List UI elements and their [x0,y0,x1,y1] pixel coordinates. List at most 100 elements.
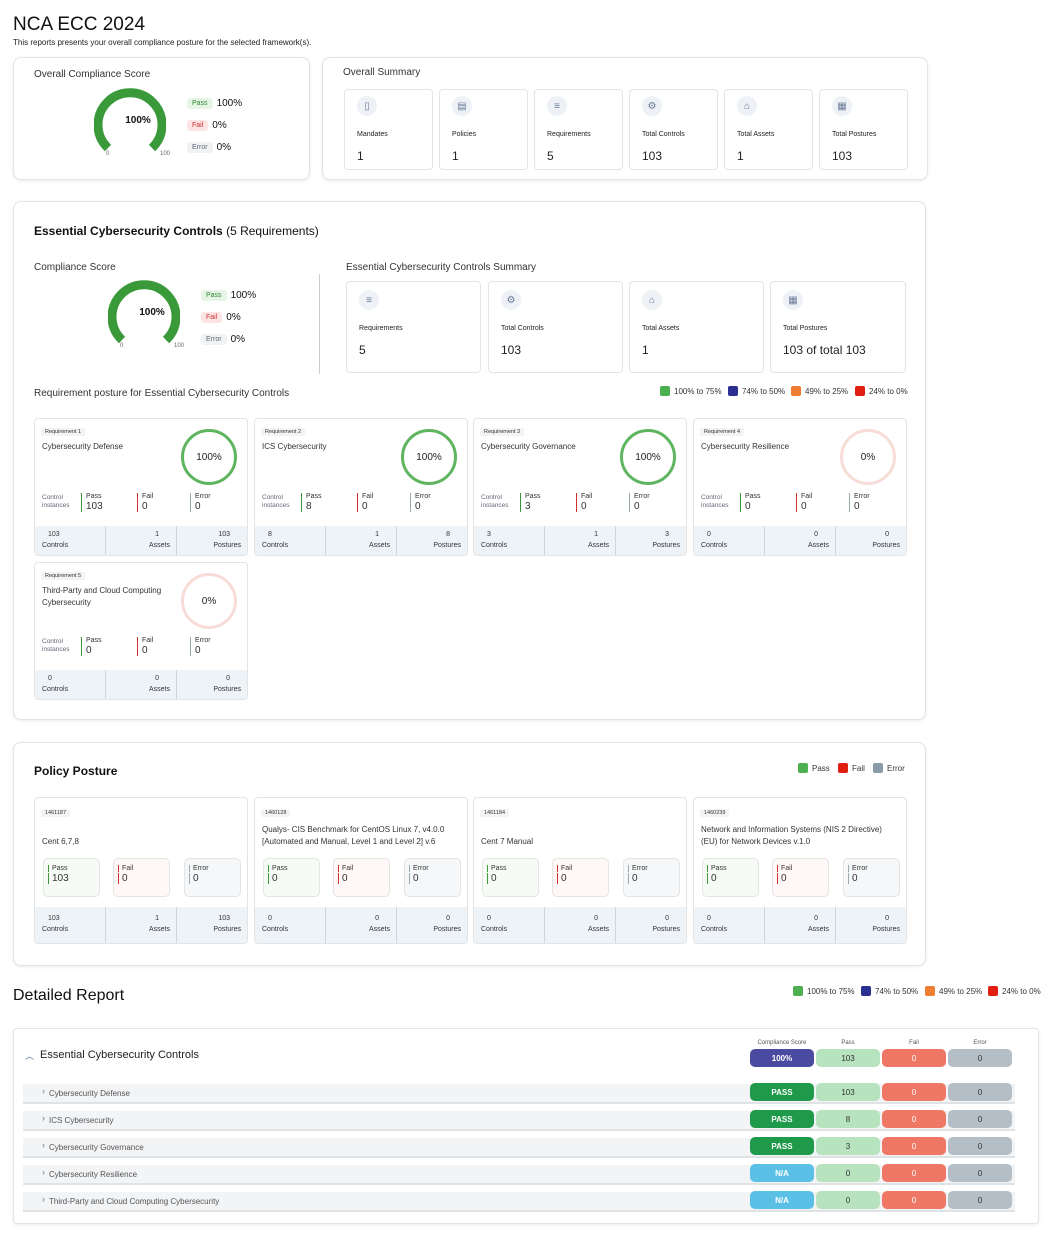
chevron-right-icon[interactable]: › [42,1086,45,1096]
legend-error: Error 0% [187,142,231,153]
status-pill: PASS [750,1110,814,1128]
policy-footer: 0 Controls 0 Assets 0 Postures [694,907,906,943]
ecc-section: Essential Cybersecurity Controls (5 Requ… [13,201,926,720]
policy-footer: 103 Controls 1 Assets 103 Postures [35,907,247,943]
page-title: NCA ECC 2024 [13,14,146,35]
pass-box: Pass 0 [702,858,759,897]
pass-stat: Pass 0 [81,637,102,656]
control-instances-label: Control instances [481,494,509,509]
summary-policies[interactable]: ▤ Policies 1 [439,89,528,170]
requirement-name: Third-Party and Cloud Computing Cybersec… [42,586,162,607]
status-pill: PASS [750,1083,814,1101]
fail-box: Fail 0 [333,858,390,897]
chevron-right-icon[interactable]: › [42,1113,45,1123]
requirement-footer: 3 Controls 1 Assets 3 Postures [474,526,686,555]
requirement-card[interactable]: Requirement 3 Cybersecurity Governance 100… [473,418,687,556]
requirement-footer: 0 Controls 0 Assets 0 Postures [694,526,906,555]
fail-box: Fail 0 [113,858,170,897]
policy-card[interactable]: 1461184 Cent 7 Manual Pass 0 Fail 0 Error 0 0 Con… [473,797,687,944]
summary-requirements[interactable]: ≡ Requirements 5 [534,89,623,170]
pass-pill: 0 [816,1191,880,1209]
ecc-summary-controls[interactable]: ⚙ Total Controls 103 [488,281,623,373]
requirement-tag: Requirement 5 [41,572,86,580]
legend-pass: Pass 100% [201,290,256,301]
chevron-right-icon[interactable]: › [42,1167,45,1177]
pass-box: Pass 0 [263,858,320,897]
requirement-tag: Requirement 3 [480,428,525,436]
requirement-footer: 103 Controls 1 Assets 103 Postures [35,526,247,555]
assets-icon: ⌂ [642,290,662,310]
error-box: Error 0 [843,858,900,897]
ecc-title: Essential Cybersecurity Controls (5 Requ… [34,224,319,238]
policy-name: Cent 7 Manual [481,837,534,846]
error-box: Error 0 [404,858,461,897]
requirement-tag: Requirement 4 [700,428,745,436]
pass-pill: 3 [816,1137,880,1155]
summary-controls[interactable]: ⚙ Total Controls 103 [629,89,718,170]
overall-score-value: 100% [125,115,151,126]
ecc-summary-postures[interactable]: ▦ Total Postures 103 of total 103 [770,281,906,373]
policy-card[interactable]: 1461187 Cent 6,7,8 Pass 103 Fail 0 Error 0 103 Co… [34,797,248,944]
group-name[interactable]: Essential Cybersecurity Controls [40,1049,199,1061]
fail-stat: Fail 0 [796,493,812,512]
requirement-card[interactable]: Requirement 5 Third-Party and Cloud Compu… [34,562,248,700]
gauge-min: 0 [120,343,124,349]
ecc-summary-assets[interactable]: ⌂ Total Assets 1 [629,281,764,373]
summary-mandates[interactable]: ▯ Mandates 1 [344,89,433,170]
postures-icon: ▦ [783,290,803,310]
policy-name: Qualys- CIS Benchmark for CentOS Linux 7… [262,825,445,846]
row-name: ICS Cybersecurity [49,1116,114,1125]
pass-stat: Pass 3 [520,493,541,512]
chevron-right-icon[interactable]: › [42,1140,45,1150]
control-instances-label: Control instances [262,494,290,509]
ecc-summary-requirements[interactable]: ≡ Requirements 5 [346,281,481,373]
fail-stat: Fail 0 [576,493,592,512]
legend-error: Error [873,763,905,773]
error-stat: Error 0 [190,637,211,656]
status-pill: N/A [750,1191,814,1209]
pass-stat: Pass 8 [301,493,322,512]
detailed-report-table: Compliance Score Pass Fail Error ︿ Essen… [13,1028,1039,1224]
requirement-card[interactable]: Requirement 2 ICS Cybersecurity 100% Contro… [254,418,468,556]
ecc-score-value: 100% [139,307,165,318]
policy-card[interactable]: 1460128 Qualys- CIS Benchmark for CentOS … [254,797,468,944]
detailed-report-title: Detailed Report [13,987,125,1004]
legend-fail: Fail [838,763,865,773]
control-instances-label: Control instances [42,494,70,509]
overall-score-gauge [94,88,166,152]
fail-box: Fail 0 [772,858,829,897]
error-pill: 0 [948,1137,1012,1155]
group-fail-pill: 0 [882,1049,946,1067]
summary-assets[interactable]: ⌂ Total Assets 1 [724,89,813,170]
fail-stat: Fail 0 [137,493,153,512]
error-pill: 0 [948,1083,1012,1101]
pass-box: Pass 103 [43,858,100,897]
legend-error: Error 0% [201,334,245,345]
chevron-right-icon[interactable]: › [42,1194,45,1204]
requirement-tag: Requirement 1 [41,428,86,436]
collapse-icon[interactable]: ︿ [25,1051,35,1061]
requirement-card[interactable]: Requirement 4 Cybersecurity Resilience 0% C… [693,418,907,556]
summary-postures[interactable]: ▦ Total Postures 103 [819,89,908,170]
requirement-score-ring: 0% [840,429,896,485]
row-name: Cybersecurity Governance [49,1143,144,1152]
ecc-score-gauge [108,280,180,344]
assets-icon: ⌂ [737,96,757,116]
legend-fail: Fail 0% [187,120,227,131]
fail-box: Fail 0 [552,858,609,897]
divider [319,274,320,374]
page-subtitle: This reports presents your overall compl… [13,38,312,47]
requirement-score-ring: 100% [620,429,676,485]
error-stat: Error 0 [849,493,870,512]
requirement-footer: 0 Controls 0 Assets 0 Postures [35,670,247,699]
policy-title: Policy Posture [34,764,118,778]
requirement-card[interactable]: Requirement 1 Cybersecurity Defense 100% Co… [34,418,248,556]
requirements-icon: ≡ [547,96,567,116]
fail-stat: Fail 0 [137,637,153,656]
fail-stat: Fail 0 [357,493,373,512]
gauge-min: 0 [106,151,110,157]
legend-red: 24% to 0% [988,986,1041,996]
policy-icon: ▤ [452,96,472,116]
requirement-name: Cybersecurity Defense [42,442,123,451]
policy-card[interactable]: 1460239 Network and Information Systems (… [693,797,907,944]
